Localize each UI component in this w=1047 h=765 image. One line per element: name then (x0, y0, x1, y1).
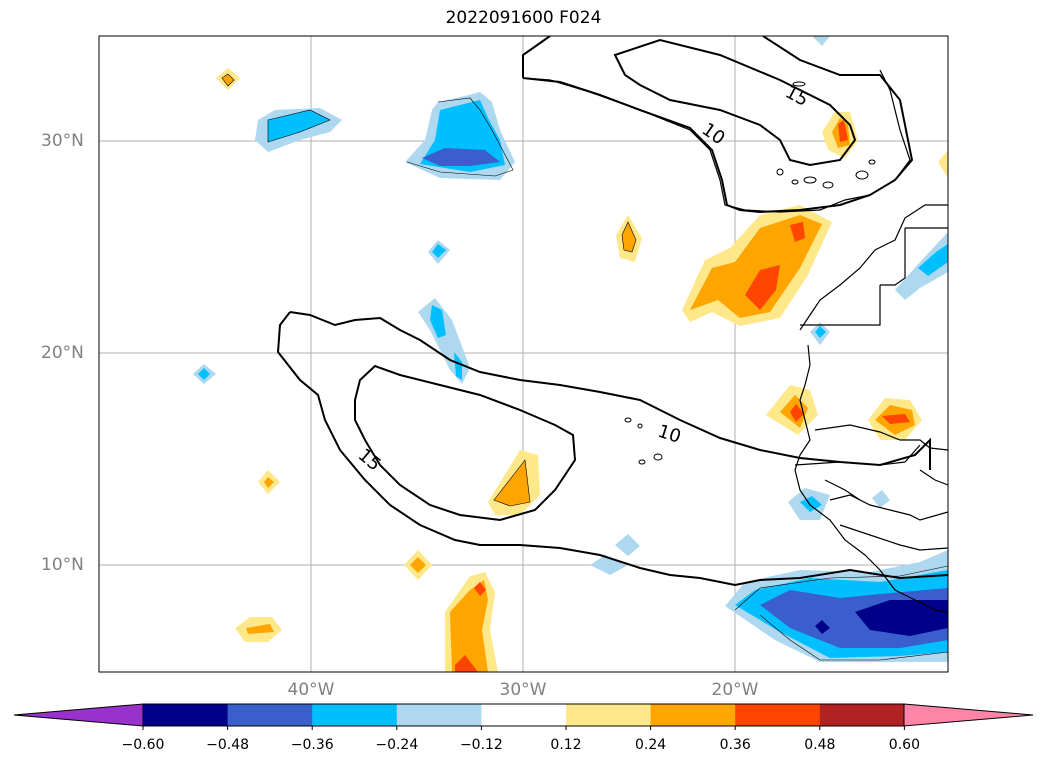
colorbar-extend-high (904, 704, 1033, 726)
colorbar-tick-label: 0.12 (550, 737, 581, 753)
contour-15-central (355, 366, 575, 520)
contour-label-10-north: 10 (698, 119, 729, 149)
plot-area: 15 10 10 15 (99, 36, 948, 672)
colorbar-segment (566, 704, 651, 726)
colorbar-segment (312, 704, 397, 726)
map-canvas: 15 10 10 15 (0, 0, 1047, 765)
colorbar-tick-label: −0.24 (375, 737, 418, 753)
lon-label-30w: 30°W (500, 680, 547, 700)
colorbar-segment (397, 704, 482, 726)
colorbar-tick-label: −0.12 (460, 737, 503, 753)
neg-patch-topright (812, 36, 830, 46)
colorbar-segment (481, 704, 566, 726)
lon-label-20w: 20°W (712, 680, 759, 700)
colorbar-extend-low (14, 704, 143, 726)
colorbar-segment (228, 704, 313, 726)
colorbar-segment (735, 704, 820, 726)
lat-label-10n: 10°N (41, 555, 84, 575)
colorbar-segment (651, 704, 736, 726)
lat-label-30n: 30°N (41, 131, 84, 151)
colorbar-segment (143, 704, 228, 726)
colorbar-tick-label: 0.24 (635, 737, 666, 753)
colorbar (14, 704, 1033, 730)
colorbar-tick-label: 0.36 (720, 737, 751, 753)
colorbar-tick-label: −0.36 (291, 737, 334, 753)
contour-label-15-north: 15 (782, 82, 812, 111)
colorbar-tick-label: −0.60 (122, 737, 165, 753)
contour-label-10-central: 10 (655, 421, 683, 448)
colorbar-tick-label: 0.48 (804, 737, 835, 753)
colorbar-tick-label: −0.48 (206, 737, 249, 753)
colorbar-segment (820, 704, 905, 726)
colorbar-tick-label: 0.60 (889, 737, 920, 753)
neg-patch-mid-column (418, 298, 470, 384)
lon-label-40w: 40°W (288, 680, 335, 700)
lat-label-20n: 20°N (41, 343, 84, 363)
